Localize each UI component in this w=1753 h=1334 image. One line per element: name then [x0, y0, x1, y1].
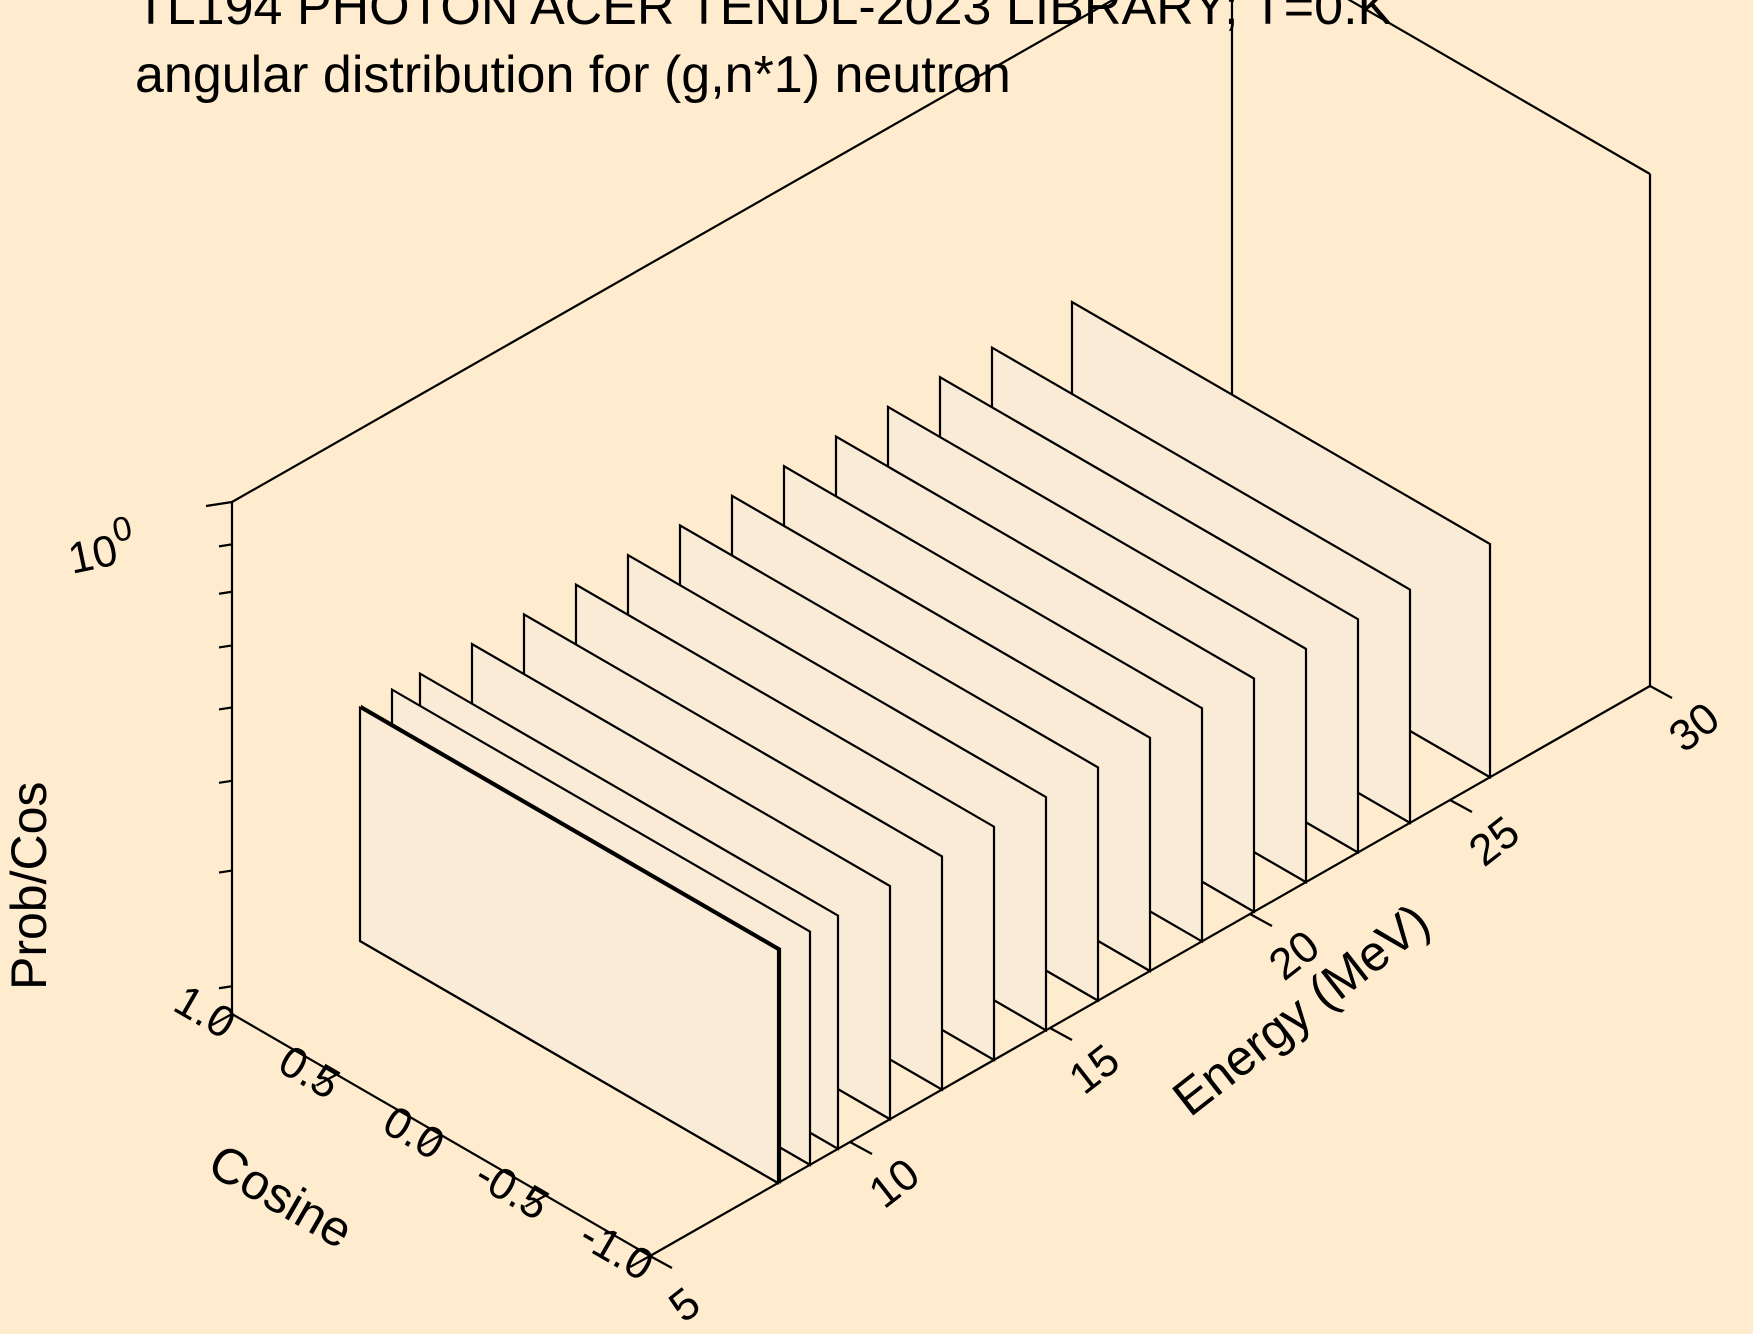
y-tick-label-5: 30 [1660, 693, 1729, 762]
chart-title-line-1: TL194 PHOTON ACER TENDL-2023 LIBRARY; T=… [135, 0, 1393, 36]
z-minor-tick-0 [218, 985, 233, 990]
x-tick-2 [420, 1134, 442, 1147]
back-walls [231, 0, 1652, 686]
y-tick-label-2: 15 [1060, 1035, 1129, 1104]
z-tick-base: 10 [64, 526, 122, 584]
y-tick-3 [1249, 913, 1273, 927]
z-minor-tick-1 [218, 869, 233, 874]
y-axis-line [649, 685, 1651, 1257]
z-axis-label: Prob/Cos [1, 782, 57, 990]
y-tick-1 [849, 1141, 873, 1155]
x-tick-1 [315, 1073, 338, 1087]
z-minor-tick-3 [218, 706, 233, 711]
z-minor-tick-2 [218, 779, 233, 784]
y-tick-2 [1049, 1027, 1073, 1041]
x-tick-3 [524, 1194, 547, 1208]
x-axis-label: Cosine [200, 1133, 363, 1259]
x-tick-label-3: -0.5 [467, 1150, 557, 1230]
x-tick-4 [629, 1255, 651, 1268]
x-tick-label-4: -1.0 [571, 1210, 661, 1290]
z-minor-tick-4 [218, 644, 233, 649]
z-major-tick [205, 500, 233, 508]
y-tick-4 [1449, 799, 1473, 813]
x-tick-label-2: 0.0 [375, 1097, 452, 1170]
series-panels [358, 300, 1492, 1185]
back-wall-top-edge [231, 0, 1115, 503]
y-tick-5 [1649, 685, 1673, 699]
chart-title-line-2: angular distribution for (g,n*1) neutron [135, 46, 1011, 104]
z-minor-tick-5 [218, 590, 233, 595]
y-tick-label-4: 25 [1460, 807, 1529, 876]
z-minor-tick-6 [218, 543, 233, 548]
y-tick-label-0: 5 [660, 1278, 709, 1332]
series-panel-0 [358, 705, 780, 1185]
z-tick-label: 100 [61, 509, 140, 584]
x-tick-label-1: 0.5 [271, 1036, 348, 1109]
y-tick-label-1: 10 [860, 1149, 929, 1218]
y-tick-0 [649, 1255, 673, 1269]
right-wall-top-edge [1347, 0, 1651, 175]
x-tick-0 [211, 1013, 233, 1026]
